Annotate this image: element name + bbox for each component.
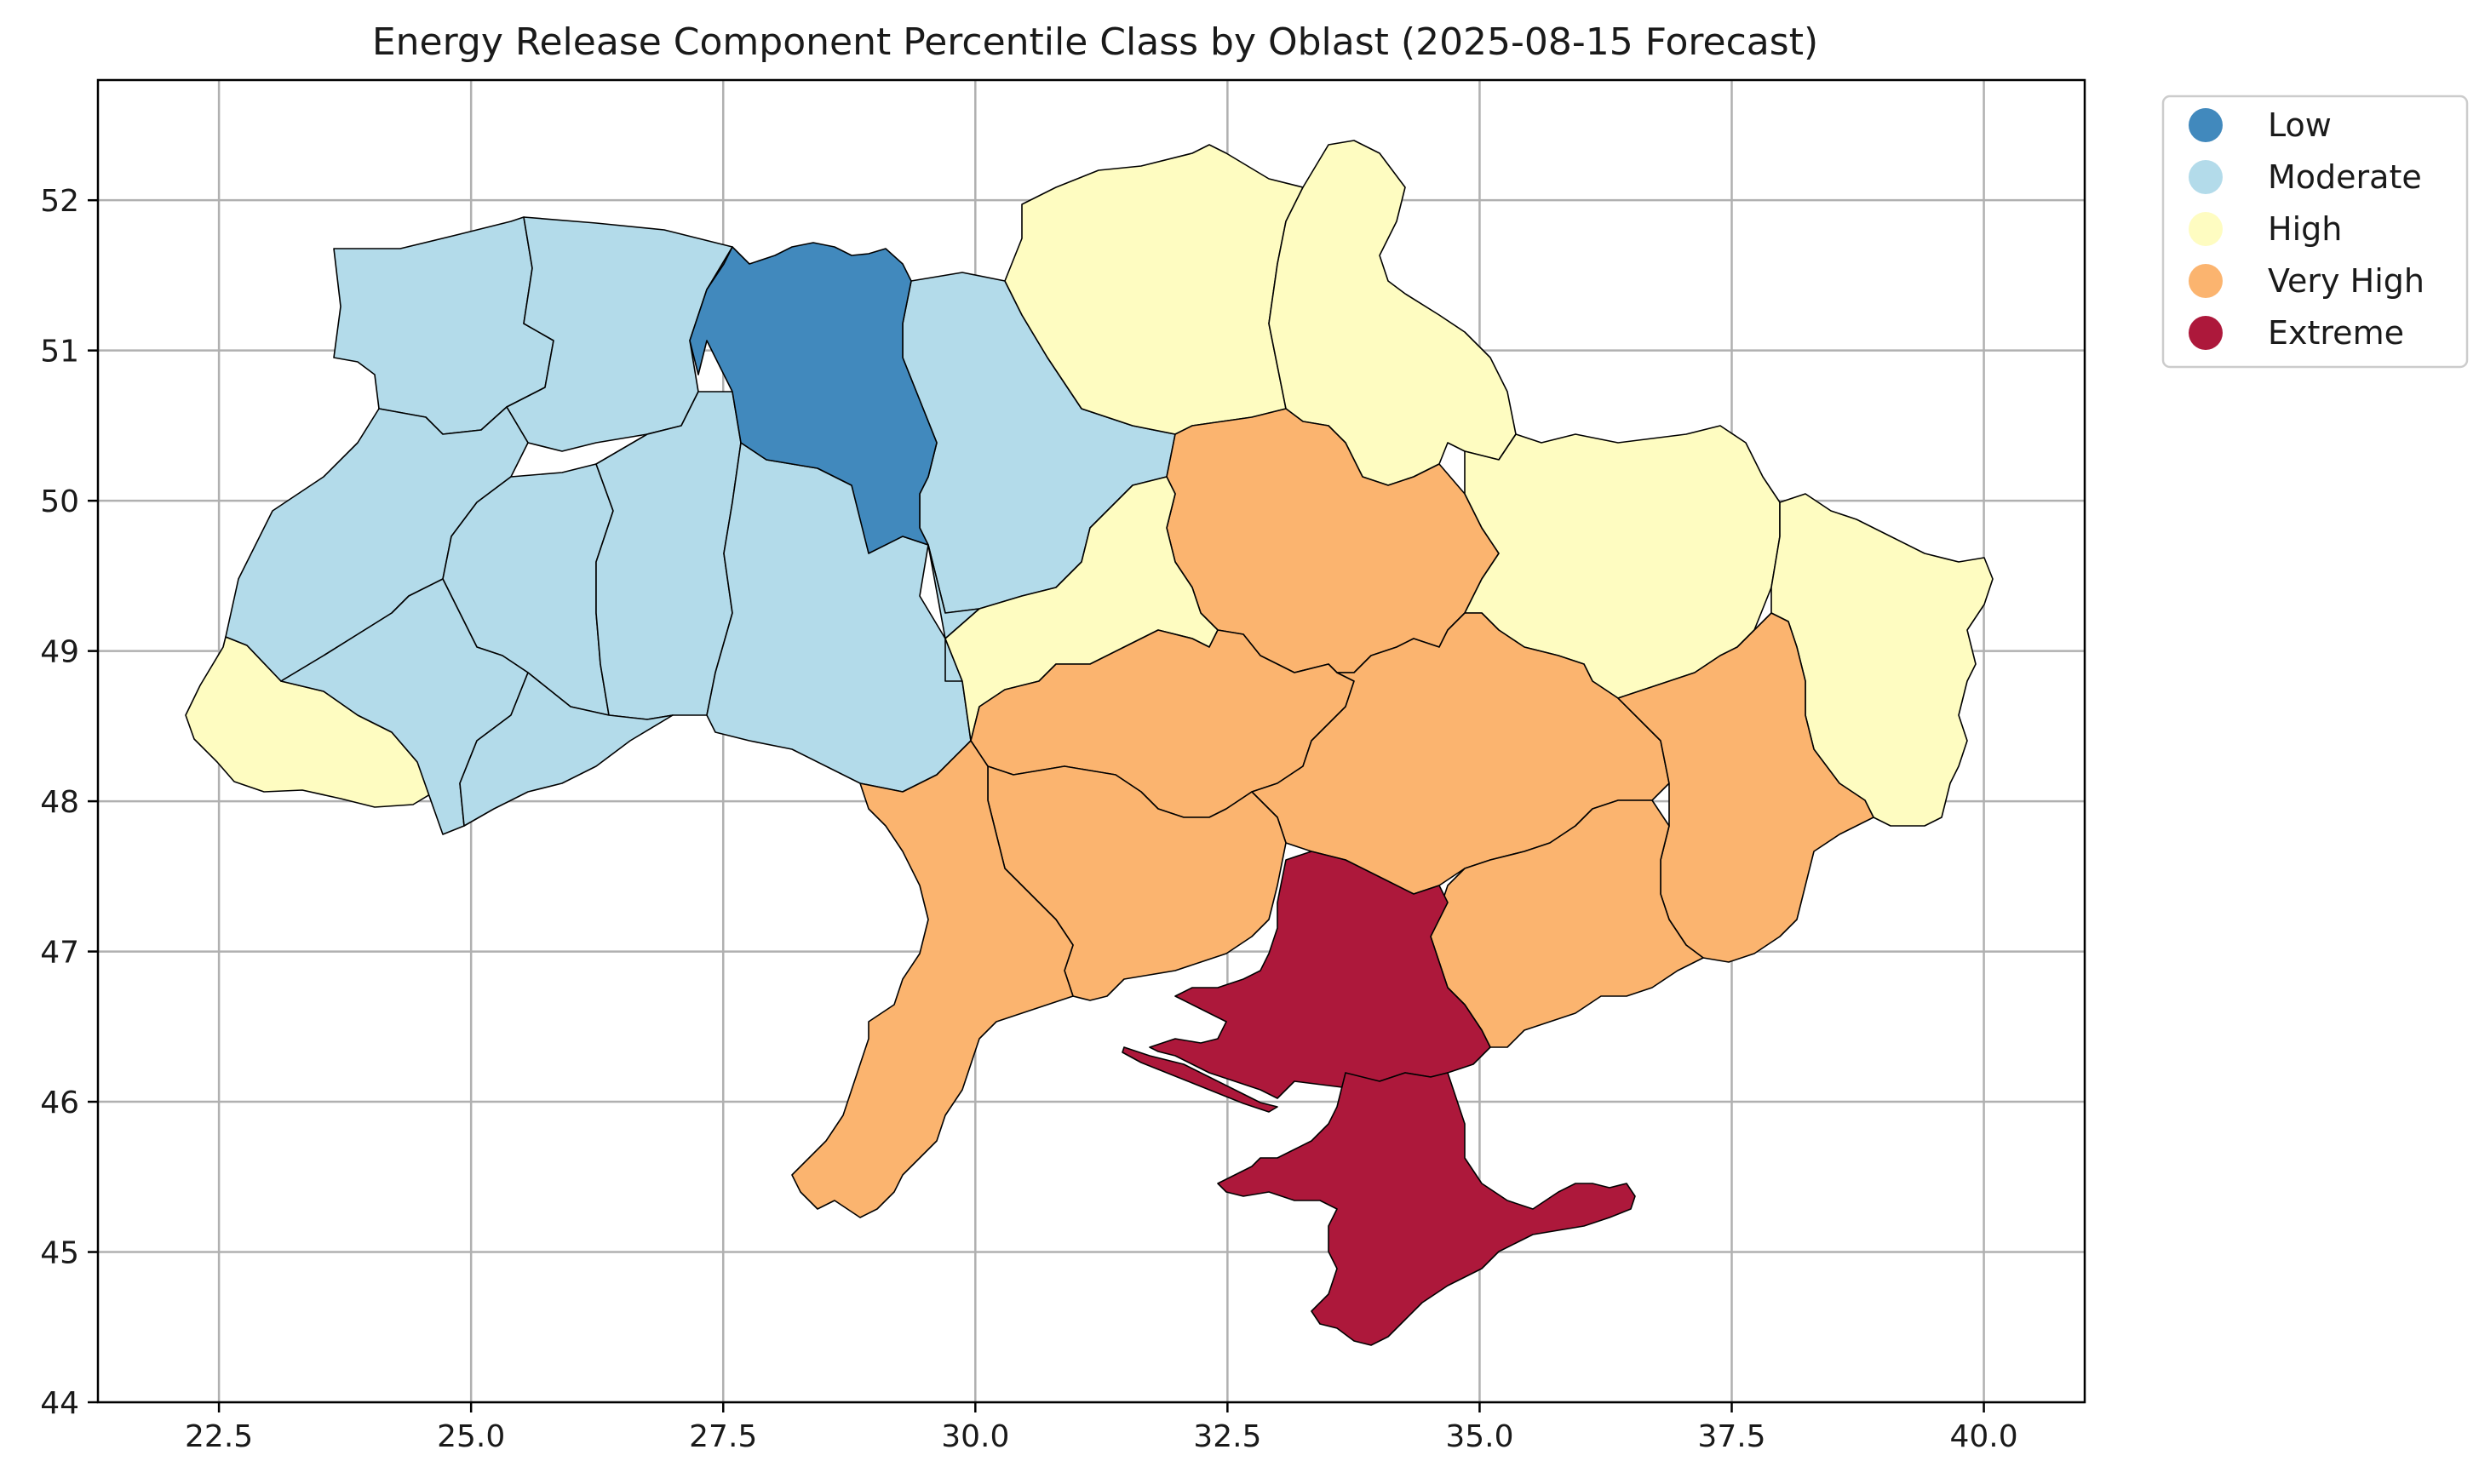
legend-marker-0 <box>2189 108 2223 142</box>
y-tick-label-8: 52 <box>40 184 79 219</box>
x-tick-label-0: 22.5 <box>185 1419 253 1454</box>
oblast-chernivtsi[interactable] <box>459 672 674 827</box>
legend: Low Moderate High Very High Extreme <box>2161 95 2469 369</box>
y-tick-label-2: 46 <box>40 1086 79 1120</box>
x-tick-label-3: 30.0 <box>941 1419 1009 1454</box>
legend-marker-3 <box>2189 264 2223 298</box>
y-tick-label-4: 48 <box>40 785 79 820</box>
x-tick-label-5: 35.0 <box>1445 1419 1513 1454</box>
oblast-crimea[interactable] <box>1217 1072 1636 1346</box>
x-tick-label-1: 25.0 <box>437 1419 505 1454</box>
y-tick-label-6: 50 <box>40 484 79 519</box>
y-tick-label-3: 47 <box>40 936 79 971</box>
axes-frame <box>96 78 2086 1404</box>
oblast-crimea-spit[interactable] <box>1122 1046 1278 1113</box>
y-tick-label-0: 44 <box>40 1386 79 1421</box>
legend-frame <box>2161 95 2469 369</box>
x-tick-label-2: 27.5 <box>689 1419 757 1454</box>
x-tick-label-7: 40.0 <box>1949 1419 2017 1454</box>
axis-ticks: 22.5 25.0 27.5 30.0 32.5 35.0 37.5 40.0 44 45 46 47… <box>40 184 2017 1454</box>
y-tick-label-7: 51 <box>40 335 79 370</box>
x-tick-label-4: 32.5 <box>1193 1419 1261 1454</box>
oblast-rivne[interactable] <box>506 216 733 452</box>
y-tick-label-5: 49 <box>40 635 79 670</box>
oblast-zhytomyr[interactable] <box>689 242 938 554</box>
x-tick-label-6: 37.5 <box>1697 1419 1765 1454</box>
y-tick-label-1: 45 <box>40 1236 79 1271</box>
oblast-regions <box>185 140 1994 1346</box>
legend-label-4: Extreme <box>2268 314 2404 352</box>
legend-label-2: High <box>2268 210 2342 248</box>
legend-label-1: Moderate <box>2268 158 2422 196</box>
map-title: Energy Release Component Percentile Clas… <box>372 20 1818 64</box>
legend-items: Low Moderate High Very High Extreme <box>2189 106 2424 352</box>
legend-marker-1 <box>2189 160 2223 194</box>
legend-marker-2 <box>2189 212 2223 246</box>
oblast-kherson[interactable] <box>1149 851 1491 1099</box>
legend-label-3: Very High <box>2268 262 2424 300</box>
oblast-odesa[interactable] <box>791 740 1074 1218</box>
legend-marker-4 <box>2189 316 2223 350</box>
legend-label-0: Low <box>2268 106 2332 144</box>
